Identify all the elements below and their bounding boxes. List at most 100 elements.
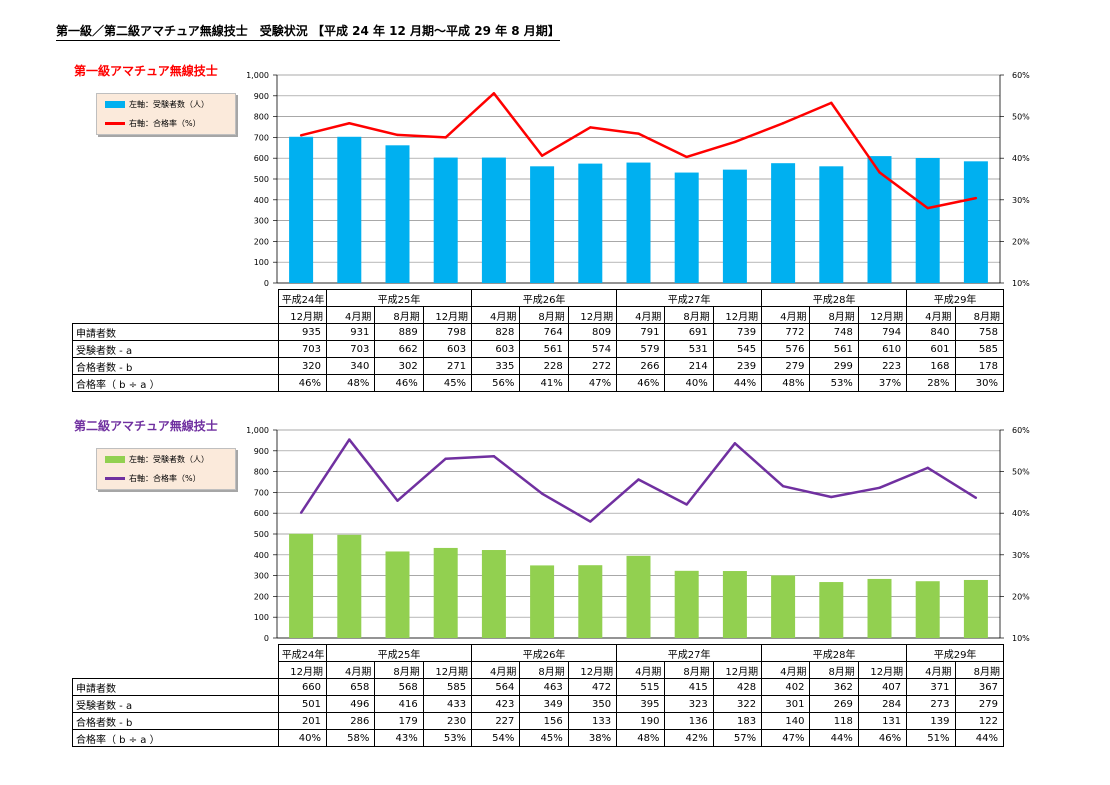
rate-point [540, 492, 544, 495]
data-cell: 402 [761, 678, 811, 696]
year-header-row: 平成24年 平成25年 平成26年 平成27年 平成28年 平成29年 [73, 289, 1004, 307]
y-right-tick-label: 30% [1012, 196, 1030, 205]
period-header-cell: 8月期 [519, 306, 569, 324]
data-cell: 286 [326, 712, 376, 730]
section-title: 第一級アマチュア無線技士 [74, 64, 218, 78]
data-cell: 433 [422, 695, 473, 713]
y-left-tick-label: 500 [254, 175, 269, 184]
y-right-tick-label: 40% [1012, 509, 1030, 518]
section-first-class: 第一級アマチュア無線技士 左軸：受験者数（人） 右軸：合格率（%） 0 100 20… [71, 64, 1030, 392]
y-left-tick-label: 600 [254, 509, 269, 518]
bar [289, 136, 314, 283]
row-label-pad [202, 712, 279, 730]
data-cell: 133 [567, 712, 618, 730]
rate-point [396, 133, 399, 137]
y-left-tick-label: 800 [254, 113, 269, 122]
rate-point [974, 496, 978, 500]
y-right-tick-label: 50% [1012, 113, 1030, 122]
y-right-tick-label: 20% [1012, 237, 1030, 246]
y-left-tick-label: 300 [254, 217, 269, 226]
applicants-row: 申請者数 660 658 568 585 564 463 472 515 415 428 402 362… [71, 678, 1004, 696]
data-cell: 501 [277, 695, 328, 713]
data-cell: 739 [712, 323, 763, 341]
data-cell: 463 [519, 678, 569, 696]
data-cell: 42% [664, 729, 714, 747]
data-cell: 44% [712, 374, 763, 392]
period-header-cell: 12月期 [857, 306, 908, 324]
data-cell: 136 [664, 712, 714, 730]
data-cell: 30% [954, 374, 1004, 392]
data-cell: 118 [809, 712, 859, 730]
rate-point [781, 122, 785, 125]
rate-point [830, 101, 833, 105]
data-cell: 131 [857, 712, 908, 730]
bar [819, 582, 844, 638]
data-cell: 691 [664, 323, 714, 341]
y-left-tick-label: 200 [254, 237, 269, 246]
data-cell: 772 [761, 323, 811, 341]
y-left-tick-label: 400 [254, 196, 269, 205]
data-cell: 44% [809, 729, 859, 747]
data-cell: 40% [664, 374, 714, 392]
bar [433, 547, 458, 638]
bar [771, 575, 796, 638]
period-header-cell: 4月期 [906, 661, 956, 679]
period-header-cell: 8月期 [954, 306, 1004, 324]
rate-point [685, 155, 688, 159]
year-header-cell: 平成24年 [277, 289, 328, 307]
period-header-cell: 12月期 [567, 661, 618, 679]
y-left-tick-label: 900 [254, 92, 269, 101]
data-cell: 407 [857, 678, 908, 696]
data-cell: 179 [374, 712, 424, 730]
y-right-tick-label: 30% [1012, 551, 1030, 560]
data-cell: 40% [277, 729, 328, 747]
period-header-cell: 12月期 [277, 661, 328, 679]
bar [337, 534, 362, 638]
legend-bar-label: 左軸：受験者数（人） [129, 99, 209, 109]
year-header-cell: 平成29年 [906, 644, 1004, 662]
page-title: 第一級／第二級アマチュア無線技士 受験状況 【平成 24 年 12 月期～平成 … [56, 22, 560, 41]
data-cell: 798 [422, 323, 473, 341]
rate-point [299, 511, 303, 514]
y-right-tick-label: 10% [1012, 279, 1030, 288]
rate-point [781, 484, 785, 488]
passed-row: 合格者数 - b 201 286 179 230 227 156 133 190 136 183 14… [71, 712, 1004, 730]
period-header-cell: 8月期 [664, 661, 714, 679]
y-left-tick-label: 100 [254, 258, 269, 267]
bar [963, 579, 988, 638]
data-cell: 416 [374, 695, 424, 713]
y-left-tick-label: 200 [254, 592, 269, 601]
data-cell: 56% [471, 374, 521, 392]
data-cell: 266 [616, 357, 666, 375]
legend-item-bar: 左軸：受験者数（人） [105, 98, 209, 110]
year-header-cell: 平成27年 [616, 289, 763, 307]
bar [722, 169, 747, 283]
section-second-class: 第二級アマチュア無線技士 左軸：受験者数（人） 右軸：合格率（%） 0 100 20… [0, 355, 1110, 785]
data-cell: 37% [857, 374, 908, 392]
y-right-tick-label: 10% [1012, 634, 1030, 643]
combo-chart: 0 100 200 300 400 500 600 700 800 900 1,000 10% 20% 3… [246, 71, 1030, 288]
y-left-tick-label: 600 [254, 154, 269, 163]
data-cell: 791 [616, 323, 666, 341]
row-label-pad [202, 729, 279, 747]
bar [433, 157, 458, 283]
data-cell: 472 [567, 678, 618, 696]
y-right-tick-label: 60% [1012, 426, 1030, 435]
data-cell: 515 [616, 678, 666, 696]
data-cell: 428 [712, 678, 763, 696]
bar [530, 565, 555, 638]
data-cell: 47% [567, 374, 618, 392]
data-cell: 322 [712, 695, 763, 713]
data-cell: 156 [519, 712, 569, 730]
year-header-cell: 平成26年 [471, 644, 618, 662]
data-cell: 350 [567, 695, 618, 713]
period-header-cell: 12月期 [422, 306, 473, 324]
data-cell: 46% [857, 729, 908, 747]
period-header-cell: 12月期 [277, 306, 328, 324]
year-header-cell: 平成25年 [326, 644, 473, 662]
data-cell: 38% [567, 729, 618, 747]
data-cell: 45% [519, 729, 569, 747]
data-cell: 230 [422, 712, 473, 730]
rate-point [492, 92, 496, 95]
row-label-pad [202, 323, 279, 341]
